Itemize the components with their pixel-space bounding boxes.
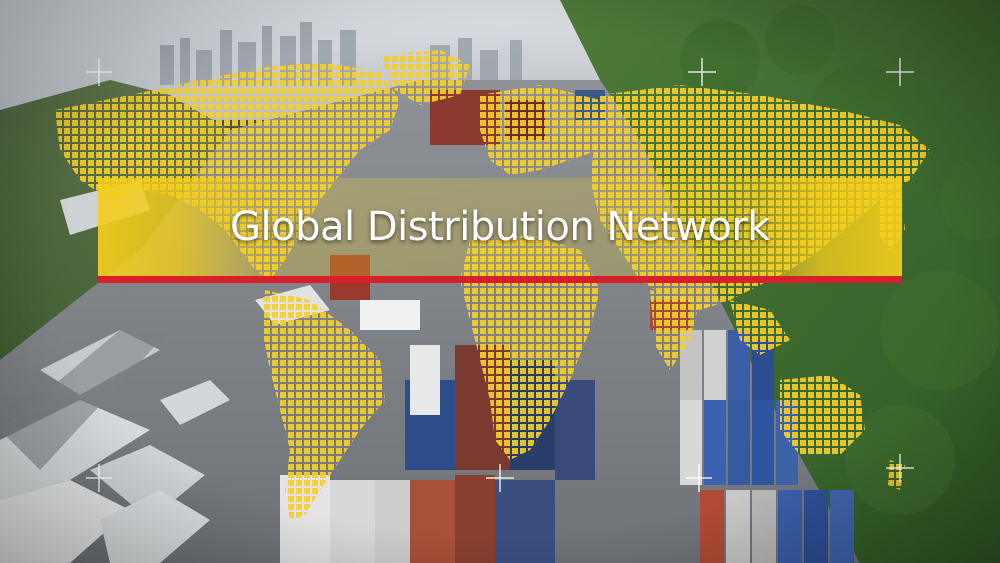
banner-title: Global Distribution Network (230, 204, 770, 250)
title-banner (98, 178, 902, 276)
banner-red-stripe (98, 276, 902, 283)
